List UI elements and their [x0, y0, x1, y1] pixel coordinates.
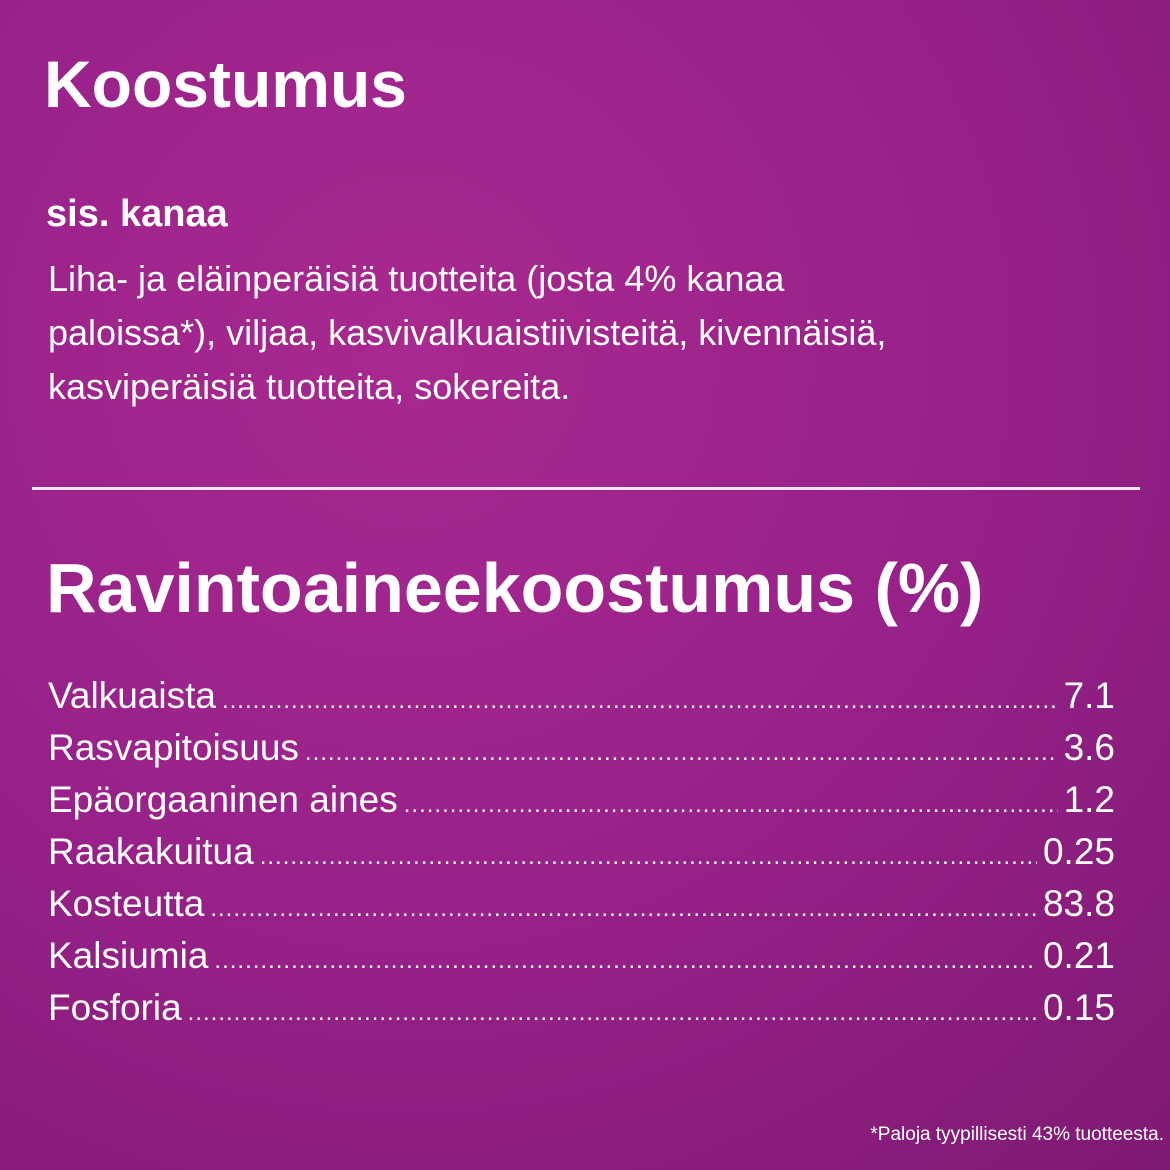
- nutrient-value: 1.2: [1063, 779, 1115, 820]
- footnote: *Paloja tyypillisesti 43% tuotteesta.: [870, 1124, 1164, 1145]
- nutrient-value: 83.8: [1042, 883, 1115, 924]
- composition-text: Liha- ja eläinperäisiä tuotteita (josta …: [48, 252, 886, 414]
- nutrient-name: Fosforia: [48, 987, 182, 1028]
- nutrition-row: Raakakuitua.............................…: [48, 831, 1115, 883]
- nutrient-name: Kosteutta: [48, 883, 205, 924]
- nutrient-name: Epäorgaaninen aines: [48, 779, 398, 820]
- nutrient-value: 0.25: [1042, 831, 1115, 872]
- nutrition-row: Epäorgaaninen aines.....................…: [48, 779, 1115, 831]
- nutrient-value: 3.6: [1063, 727, 1115, 768]
- nutrient-name: Raakakuitua: [48, 831, 254, 872]
- nutrition-row: Valkuaista..............................…: [48, 675, 1115, 727]
- dot-leader: ........................................…: [403, 791, 1058, 818]
- text-line: Liha- ja eläinperäisiä tuotteita (josta …: [48, 258, 785, 299]
- composition-subtitle: sis. kanaa: [46, 193, 228, 235]
- text-line: kasviperäisiä tuotteita, sokereita.: [48, 366, 571, 407]
- divider: [32, 487, 1140, 490]
- dot-leader: ........................................…: [214, 947, 1037, 974]
- dot-leader: ........................................…: [221, 687, 1058, 714]
- nutrient-value: 7.1: [1063, 675, 1115, 716]
- nutrition-row: Kalsiumia...............................…: [48, 935, 1115, 987]
- composition-title: Koostumus: [44, 47, 407, 121]
- nutrient-value: 0.15: [1042, 987, 1115, 1028]
- nutrient-value: 0.21: [1042, 935, 1115, 976]
- nutrient-name: Valkuaista: [48, 675, 216, 716]
- nutrition-table: Valkuaista..............................…: [48, 675, 1115, 1039]
- nutrition-row: Fosforia................................…: [48, 987, 1115, 1039]
- dot-leader: ........................................…: [304, 739, 1058, 766]
- nutrition-title: Ravintoaineekoostumus (%): [46, 549, 984, 627]
- dot-leader: ........................................…: [187, 999, 1037, 1026]
- text-line: paloissa*), viljaa, kasvivalkuaistiivist…: [48, 312, 887, 353]
- nutrition-row: Kosteutta...............................…: [48, 883, 1115, 935]
- dot-leader: ........................................…: [210, 895, 1037, 922]
- nutrition-row: Rasvapitoisuus..........................…: [48, 727, 1115, 779]
- dot-leader: ........................................…: [259, 843, 1037, 870]
- nutrient-name: Kalsiumia: [48, 935, 209, 976]
- nutrient-name: Rasvapitoisuus: [48, 727, 299, 768]
